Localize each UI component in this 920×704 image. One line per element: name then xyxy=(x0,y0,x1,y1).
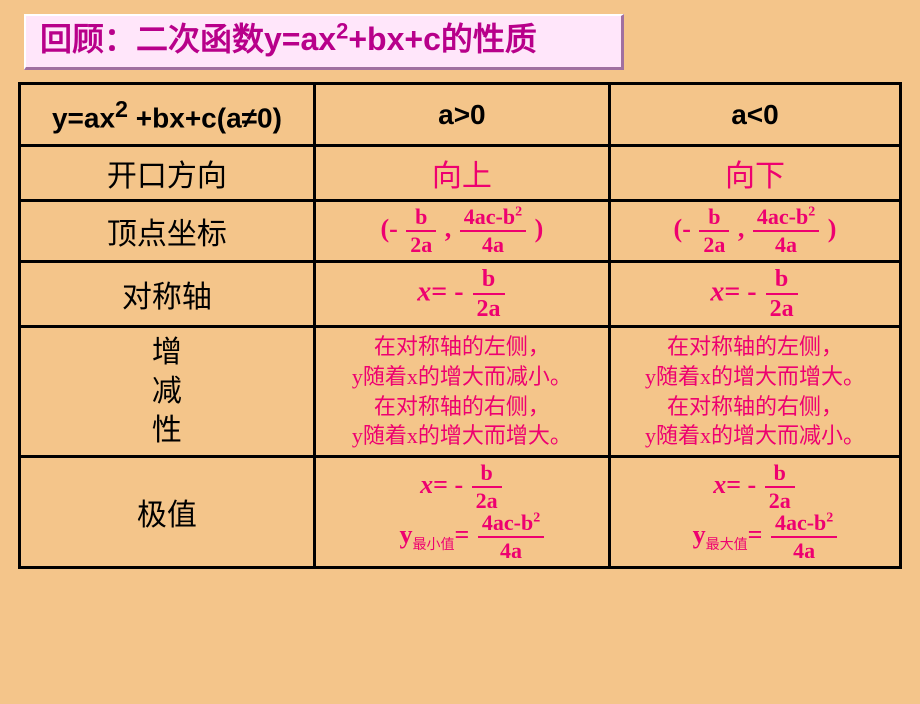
ax-frac: b2a xyxy=(473,267,505,321)
ax-eq: = - xyxy=(431,277,463,308)
ex-y: y xyxy=(400,520,413,549)
ex2-xfd: 2a xyxy=(765,488,795,512)
v-frac1: b2a xyxy=(406,206,436,256)
ax-x: x xyxy=(417,277,431,308)
extreme-a-pos: x= - b2a y最小值= 4ac-b24a xyxy=(314,456,609,567)
ex-yfnp: 4ac-b xyxy=(482,510,533,535)
ax2-eq: = - xyxy=(724,277,756,308)
ax2-x: x xyxy=(710,277,724,308)
row-monotonic: 增 减 性 在对称轴的左侧， y随着x的增大而减小。 在对称轴的右侧， y随着x… xyxy=(20,327,901,457)
ex2-x: x xyxy=(713,470,726,499)
ex2-l2: y最大值= 4ac-b24a xyxy=(639,512,893,562)
ex2-y: y xyxy=(693,520,706,549)
ex-yfn: 4ac-b2 xyxy=(478,512,544,538)
mono-a-neg: 在对称轴的左侧， y随着x的增大而增大。 在对称轴的右侧， y随着x的增大而减小… xyxy=(609,327,900,457)
page-title: 回顾：二次函数y=ax2+bx+c的性质 xyxy=(24,14,624,70)
v2-comma: , xyxy=(738,214,745,243)
v-f2np: 4ac-b xyxy=(464,204,515,229)
label-monotonic: 增 减 性 xyxy=(20,327,315,457)
header-a-neg: a<0 xyxy=(609,84,900,146)
v2-f2np: 4ac-b xyxy=(757,204,808,229)
vertex-a-pos: (- b2a , 4ac-b24a ) xyxy=(314,201,609,262)
ex-xfd: 2a xyxy=(472,488,502,512)
v-comma: , xyxy=(445,214,452,243)
ex-yeq: = xyxy=(455,520,470,549)
v2-frac1: b2a xyxy=(699,206,729,256)
ex-l2: y最小值= 4ac-b24a xyxy=(344,512,602,562)
ex-l1: x= - b2a xyxy=(322,462,602,512)
title-sup: 2 xyxy=(336,18,348,43)
ax2-frac: b2a xyxy=(766,267,798,321)
ex2-yfnp: 4ac-b xyxy=(775,510,826,535)
axis-a-neg: x= - b2a xyxy=(609,262,900,327)
ex-xf: b2a xyxy=(472,462,502,512)
ex-yfd: 4a xyxy=(478,538,544,562)
extreme-a-neg: x= - b2a y最大值= 4ac-b24a xyxy=(609,456,900,567)
properties-table: y=ax2 +bx+c(a≠0) a>0 a<0 开口方向 向上 向下 顶点坐标… xyxy=(18,82,902,569)
mono-a-pos: 在对称轴的左侧， y随着x的增大而减小。 在对称轴的右侧， y随着x的增大而增大… xyxy=(314,327,609,457)
ax-fn: b xyxy=(473,267,505,295)
ex2-yfd: 4a xyxy=(771,538,837,562)
title-prefix: 回顾：二次函数y=ax xyxy=(40,21,336,57)
ex-yfns: 2 xyxy=(533,511,540,526)
ex-xfn: b xyxy=(472,462,502,488)
v-f2ns: 2 xyxy=(515,205,522,220)
mono-l3: 性 xyxy=(27,411,307,450)
ex2-yfn: 4ac-b2 xyxy=(771,512,837,538)
hdr-c0-suf: +bx+c(a≠0) xyxy=(128,102,282,133)
direction-a-neg: 向下 xyxy=(609,146,900,201)
ex2-yeq: = xyxy=(748,520,763,549)
ex2-xeq: = - xyxy=(726,470,756,499)
mono-l1: 增 xyxy=(27,333,307,372)
label-direction: 开口方向 xyxy=(20,146,315,201)
row-extreme: 极值 x= - b2a y最小值= 4ac-b24a x= - b2a y最大值… xyxy=(20,456,901,567)
v-f2n: 4ac-b2 xyxy=(460,206,526,232)
ex2-xf: b2a xyxy=(765,462,795,512)
header-a-pos: a>0 xyxy=(314,84,609,146)
title-suffix: +bx+c的性质 xyxy=(348,21,537,57)
ex2-yfns: 2 xyxy=(826,511,833,526)
hdr-c0-sup: 2 xyxy=(115,96,128,122)
v2-open: (- xyxy=(674,214,691,243)
vertex-a-neg: (- b2a , 4ac-b24a ) xyxy=(609,201,900,262)
ex-x: x xyxy=(420,470,433,499)
axis-a-pos: x= - b2a xyxy=(314,262,609,327)
ex-yf: 4ac-b24a xyxy=(478,512,544,562)
ax-fd: 2a xyxy=(473,295,505,321)
header-formula: y=ax2 +bx+c(a≠0) xyxy=(20,84,315,146)
ex2-xfn: b xyxy=(765,462,795,488)
row-vertex: 顶点坐标 (- b2a , 4ac-b24a ) (- b2a , 4ac-b2… xyxy=(20,201,901,262)
direction-a-pos: 向上 xyxy=(314,146,609,201)
ex-xeq: = - xyxy=(433,470,463,499)
hdr-c0-pre: y=ax xyxy=(52,102,115,133)
ex-ysub: 最小值 xyxy=(413,538,455,553)
ex2-ysub: 最大值 xyxy=(706,538,748,553)
v2-f1n: b xyxy=(699,206,729,232)
row-axis: 对称轴 x= - b2a x= - b2a xyxy=(20,262,901,327)
v-f1d: 2a xyxy=(406,232,436,256)
v-close: ) xyxy=(535,214,544,243)
ex2-l1: x= - b2a xyxy=(617,462,893,512)
v2-f2d: 4a xyxy=(753,232,819,256)
v2-f1d: 2a xyxy=(699,232,729,256)
ax2-fn: b xyxy=(766,267,798,295)
v-frac2: 4ac-b24a xyxy=(460,206,526,256)
v2-f2n: 4ac-b2 xyxy=(753,206,819,232)
v-open: (- xyxy=(380,214,397,243)
ex2-yf: 4ac-b24a xyxy=(771,512,837,562)
v2-frac2: 4ac-b24a xyxy=(753,206,819,256)
table-header-row: y=ax2 +bx+c(a≠0) a>0 a<0 xyxy=(20,84,901,146)
label-vertex: 顶点坐标 xyxy=(20,201,315,262)
v2-close: ) xyxy=(828,214,837,243)
v-f2d: 4a xyxy=(460,232,526,256)
label-extreme: 极值 xyxy=(20,456,315,567)
row-direction: 开口方向 向上 向下 xyxy=(20,146,901,201)
label-axis: 对称轴 xyxy=(20,262,315,327)
ax2-fd: 2a xyxy=(766,295,798,321)
v-f1n: b xyxy=(406,206,436,232)
mono-l2: 减 xyxy=(27,372,307,411)
v2-f2ns: 2 xyxy=(808,205,815,220)
